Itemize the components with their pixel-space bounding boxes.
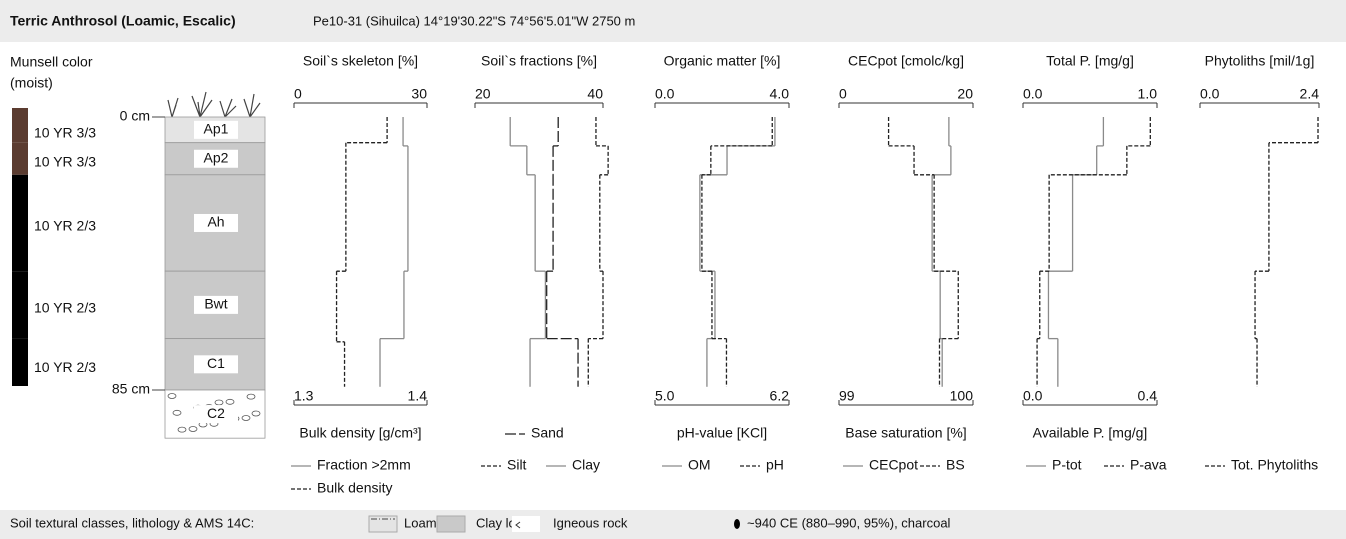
- x2-tick-label: 1.4: [408, 388, 428, 404]
- horizon-label: Bwt: [204, 296, 227, 312]
- x-tick-label: 0.0: [655, 86, 675, 102]
- header-location: Pe10-31 (Sihuilca) 14°19'30.22"S 74°56'5…: [313, 13, 635, 28]
- munsell-label: 10 YR 3/3: [34, 153, 96, 169]
- x2-axis-title: Available P. [mg/g]: [1033, 425, 1148, 441]
- x2-tick-label: 6.2: [770, 388, 790, 404]
- x-tick-label: 30: [411, 86, 427, 102]
- x2-tick-label: 0.0: [1023, 388, 1043, 404]
- horizon-label: Ah: [207, 214, 224, 230]
- legend-label: Silt: [507, 457, 527, 473]
- panel-title: CECpot [cmolc/kg]: [848, 53, 964, 69]
- x2-tick-label: 100: [950, 388, 974, 404]
- horizon-label: Ap1: [204, 121, 229, 137]
- x2-tick-label: 5.0: [655, 388, 675, 404]
- legend-label: Clay: [572, 457, 600, 473]
- horizon-label: C1: [207, 355, 225, 371]
- x-tick-label: 0.0: [1200, 86, 1220, 102]
- rock-pattern: [188, 426, 198, 432]
- legend-swatch: [734, 519, 740, 529]
- rock-pattern: [214, 399, 224, 406]
- x-tick-label: 2.4: [1300, 86, 1320, 102]
- legend-label: P-tot: [1052, 457, 1082, 473]
- x2-axis-title: Base saturation [%]: [845, 425, 966, 441]
- legend-pattern: [515, 521, 521, 529]
- munsell-label: 10 YR 2/3: [34, 218, 96, 234]
- x-tick-label: 0: [839, 86, 847, 102]
- horizon-label-box: [194, 213, 238, 232]
- footer-item: ~940 CE (880–990, 95%), charcoal: [747, 515, 951, 530]
- legend-label: pH: [766, 457, 784, 473]
- x-tick-label: 20: [475, 86, 491, 102]
- depth-label: 85 cm: [112, 381, 150, 397]
- header-bar: [0, 0, 1346, 42]
- munsell-title: Munsell color: [10, 54, 93, 70]
- munsell-color: [12, 338, 28, 386]
- rock-pattern: [177, 426, 187, 433]
- panel-title: Soil`s skeleton [%]: [303, 53, 418, 69]
- munsell-color: [12, 271, 28, 339]
- x2-tick-label: 99: [839, 388, 855, 404]
- x2-tick-label: 1.3: [294, 388, 314, 404]
- legend-label: Sand: [531, 425, 564, 441]
- vegetation-icon: [167, 91, 261, 118]
- footer-title: Soil textural classes, lithology & AMS 1…: [10, 515, 254, 530]
- legend-label: Fraction >2mm: [317, 457, 411, 473]
- legend-label: OM: [688, 457, 711, 473]
- panel-title: Organic matter [%]: [664, 53, 781, 69]
- munsell-label: 10 YR 2/3: [34, 359, 96, 375]
- legend-label: P-ava: [1130, 457, 1167, 473]
- panel-title: Soil`s fractions [%]: [481, 53, 597, 69]
- footer-bar: [0, 510, 1346, 539]
- panel-title: Phytoliths [mil/1g]: [1205, 53, 1315, 69]
- x-tick-label: 20: [957, 86, 973, 102]
- horizon-label-box: [194, 120, 238, 139]
- depth-label: 0 cm: [120, 108, 150, 124]
- horizon-label-box: [194, 295, 238, 314]
- legend-label: Tot. Phytoliths: [1231, 457, 1318, 473]
- munsell-label: 10 YR 2/3: [34, 300, 96, 316]
- legend-label: CECpot: [869, 457, 918, 473]
- rock-pattern: [246, 393, 256, 400]
- panel-title: Total P. [mg/g]: [1046, 53, 1134, 69]
- rock-pattern: [251, 410, 261, 417]
- legend-swatch: [512, 516, 540, 532]
- munsell-color: [12, 174, 28, 272]
- horizon-label-box: [194, 149, 238, 168]
- footer-item: Loam: [404, 515, 437, 530]
- rock-pattern: [241, 415, 251, 421]
- horizon-label: Ap2: [204, 149, 229, 165]
- x2-axis-title: Bulk density [g/cm³]: [299, 425, 421, 441]
- munsell-label: 10 YR 3/3: [34, 125, 96, 141]
- x-tick-label: 4.0: [770, 86, 790, 102]
- x-tick-label: 0.0: [1023, 86, 1043, 102]
- header-title: Terric Anthrosol (Loamic, Escalic): [10, 13, 236, 29]
- x-tick-label: 0: [294, 86, 302, 102]
- rock-pattern: [225, 398, 235, 405]
- x-tick-label: 40: [587, 86, 603, 102]
- munsell-color: [12, 142, 28, 175]
- x2-axis-title: pH-value [KCl]: [677, 425, 767, 441]
- horizon-label-box: [194, 355, 238, 374]
- legend-swatch: [368, 515, 398, 533]
- munsell-title: (moist): [10, 75, 53, 91]
- rock-pattern: [167, 393, 177, 399]
- legend-label: BS: [946, 457, 965, 473]
- munsell-color: [12, 108, 28, 143]
- x-tick-label: 1.0: [1138, 86, 1158, 102]
- legend-swatch: [436, 515, 466, 533]
- horizon-label-box: [194, 405, 238, 424]
- horizon-label: C2: [207, 405, 225, 421]
- footer-item: Igneous rock: [553, 515, 628, 530]
- x2-tick-label: 0.4: [1138, 388, 1158, 404]
- rock-pattern: [172, 409, 182, 416]
- legend-label: Bulk density: [317, 480, 392, 496]
